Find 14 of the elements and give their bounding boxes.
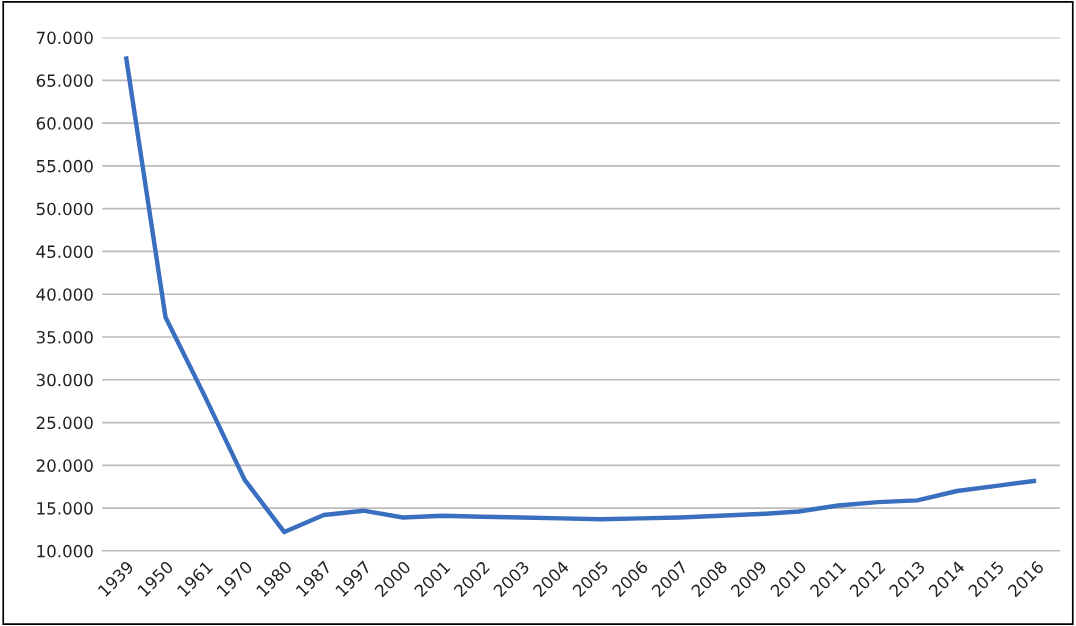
y-tick-label: 40.000 bbox=[36, 288, 93, 301]
y-tick-label: 35.000 bbox=[36, 330, 93, 344]
y-tick-label: 45.000 bbox=[36, 245, 93, 259]
y-tick-label: 60.000 bbox=[36, 117, 93, 130]
y-tick-label: 65.000 bbox=[36, 74, 93, 87]
y-tick-label: 20.000 bbox=[36, 459, 93, 472]
y-tick-label: 50.000 bbox=[36, 202, 93, 216]
y-tick-label: 15.000 bbox=[37, 502, 93, 515]
y-tick-label: 10.000 bbox=[37, 544, 93, 558]
y-tick-label: 70.000 bbox=[36, 31, 93, 45]
y-tick-label: 55.000 bbox=[36, 159, 93, 173]
line-series bbox=[123, 54, 1039, 535]
y-tick-label: 25.000 bbox=[36, 416, 93, 430]
y-tick-label: 30.000 bbox=[36, 373, 93, 387]
